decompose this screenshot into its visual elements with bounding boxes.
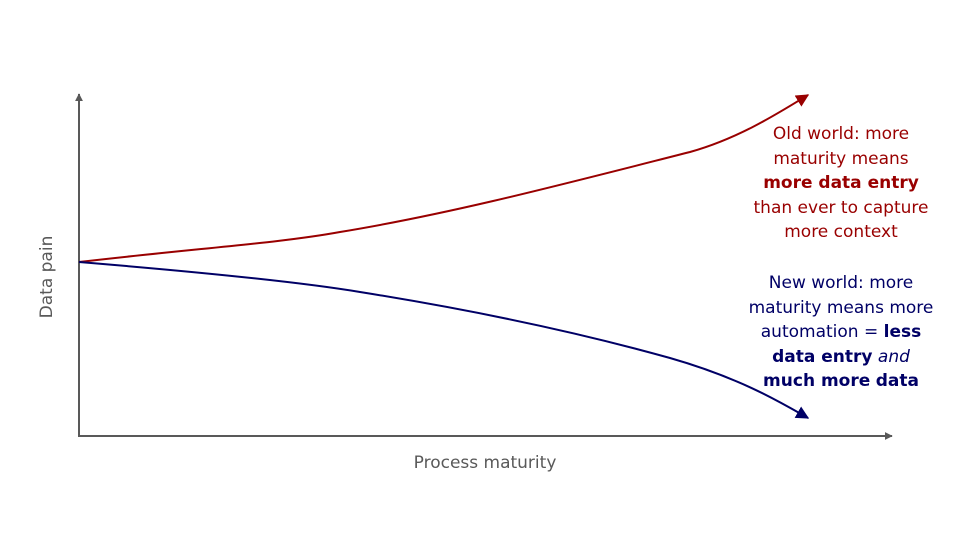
old-world-text-2: than ever to capture more context [753, 197, 929, 243]
old-world-curve [78, 94, 810, 263]
new-world-annotation: New world: more maturity means more auto… [746, 271, 936, 394]
new-world-text-1: New world: more maturity means more auto… [748, 273, 934, 342]
new-world-bold-2: much more [763, 371, 871, 391]
new-world-italic-1: and [877, 346, 910, 367]
x-axis-label: Process maturity [413, 453, 557, 473]
y-axis-label: Data pain [37, 235, 57, 319]
old-world-bold-1: more data entry [763, 173, 919, 193]
new-world-curve [78, 261, 810, 419]
old-world-annotation: Old world: more maturity means more data… [746, 122, 936, 245]
new-world-bold-3: data [875, 371, 919, 391]
new-world-bold-1: less data entry [772, 322, 922, 367]
old-world-text-1: Old world: more maturity means [772, 124, 910, 169]
